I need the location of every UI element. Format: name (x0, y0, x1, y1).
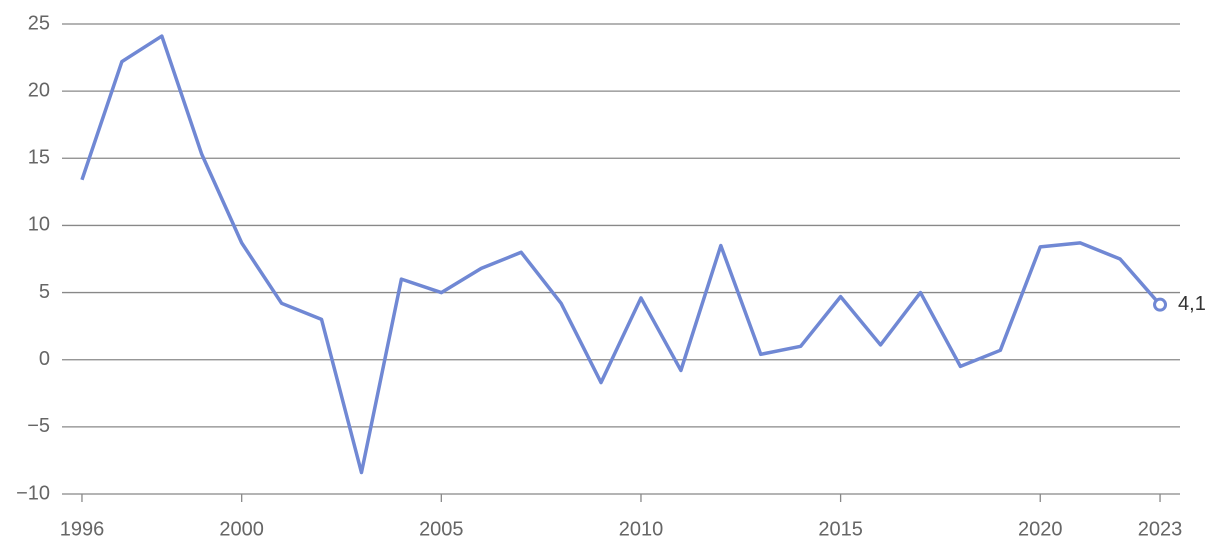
x-tick-label: 2005 (419, 518, 464, 540)
value-label: 4,1 (1178, 293, 1206, 315)
y-tick-label: 25 (28, 12, 50, 34)
data-line (80, 34, 1162, 475)
y-tick-label: 15 (28, 147, 50, 169)
x-tick-label: 1996 (60, 518, 105, 540)
y-tick-label: −5 (27, 415, 50, 437)
x-tick-label: 2023 (1138, 518, 1183, 540)
y-tick-label: 10 (28, 214, 50, 236)
x-tick-label: 2010 (619, 518, 664, 540)
x-tick-label: 2015 (818, 518, 863, 540)
y-tick-label: −10 (16, 482, 50, 504)
y-tick-label: 20 (28, 79, 50, 101)
x-tick-label: 2020 (1018, 518, 1063, 540)
end-marker (1153, 297, 1168, 312)
y-tick-label: 5 (39, 281, 50, 303)
y-tick-label: 0 (39, 348, 50, 370)
x-tick-label: 2000 (219, 518, 264, 540)
